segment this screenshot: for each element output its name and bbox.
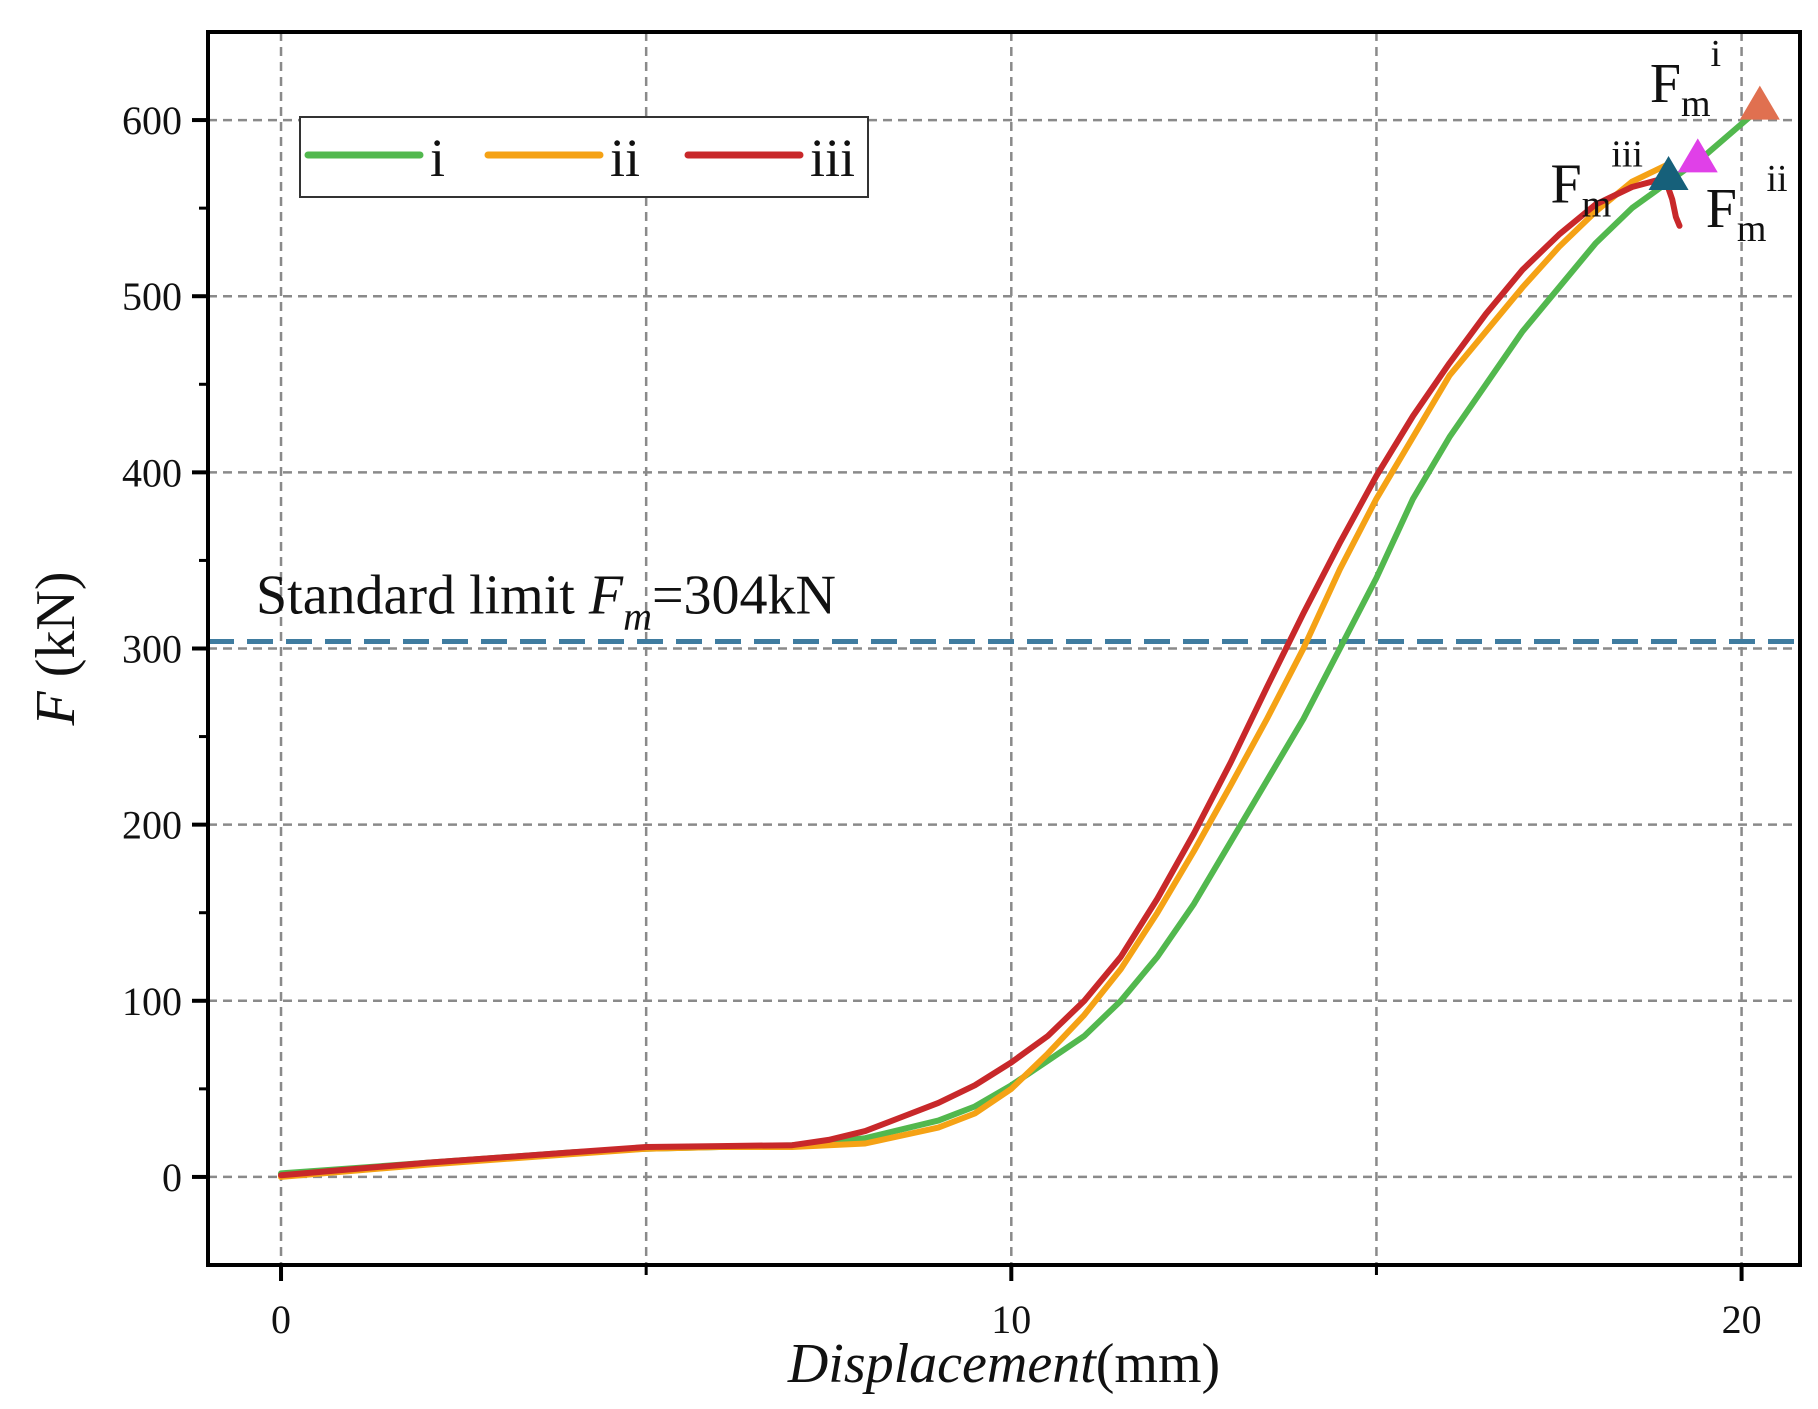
y-tick-label: 500	[122, 274, 182, 319]
marker-Fm_ii	[1677, 138, 1718, 173]
series-group	[278, 108, 1760, 1180]
marker-label-sup: ii	[1766, 158, 1787, 200]
y-axis-title-name: F	[25, 690, 87, 726]
x-tick-label: 10	[991, 1297, 1031, 1342]
legend-label-i: i	[430, 128, 445, 188]
marker-label-letter: F	[1551, 153, 1582, 215]
x-axis-title-unit: (mm)	[1096, 1333, 1220, 1395]
y-tick-label: 400	[122, 450, 182, 495]
marker-label-sup: i	[1711, 33, 1722, 75]
x-axis-title-name: Displacement	[787, 1333, 1097, 1395]
y-axis-title-unit: (kN)	[25, 572, 87, 692]
y-tick-label: 200	[122, 803, 182, 848]
y-tick-label: 600	[122, 98, 182, 143]
reference-line-label-prefix: Standard limit	[256, 564, 589, 626]
marker-label-Fm_ii: Fm ii	[1706, 158, 1788, 250]
y-axis-title: F (kN)	[25, 572, 87, 727]
legend-label-iii: iii	[810, 128, 855, 188]
reference-line-label-var: F	[588, 564, 624, 626]
reference-line-label-value: =304kN	[652, 564, 836, 626]
reference-line-group: Standard limit Fm=304kN	[208, 564, 1800, 644]
marker-Fm_i	[1739, 85, 1780, 120]
x-tick-label: 0	[271, 1297, 291, 1342]
marker-Fm_iii	[1648, 156, 1689, 191]
reference-line-label-sub: m	[623, 593, 652, 638]
marker-label-letter: F	[1706, 178, 1737, 240]
marker-label-Fm_i: Fmi	[1650, 33, 1721, 125]
legend: i ii iii	[299, 116, 869, 198]
y-tick-label: 0	[162, 1155, 182, 1200]
marker-label-sub: m	[1582, 183, 1612, 225]
marker-label-Fm_iii: Fm iii	[1551, 133, 1643, 225]
x-axis-title: Displacement(mm)	[787, 1333, 1220, 1395]
marker-label-letter: F	[1650, 53, 1681, 115]
y-tick-label: 300	[122, 627, 182, 672]
marker-label-sup: iii	[1611, 133, 1643, 175]
series-line-iii	[278, 175, 1683, 1179]
reference-line-label: Standard limit Fm=304kN	[256, 564, 836, 638]
axis-titles: Displacement(mm) F (kN)	[25, 572, 1220, 1395]
marker-label-sub: m	[1681, 83, 1711, 125]
y-tick-label: 100	[122, 979, 182, 1024]
grid	[208, 32, 1800, 1265]
marker-label-sub: m	[1737, 208, 1767, 250]
legend-label-ii: ii	[610, 128, 640, 188]
x-tick-label: 20	[1722, 1297, 1762, 1342]
